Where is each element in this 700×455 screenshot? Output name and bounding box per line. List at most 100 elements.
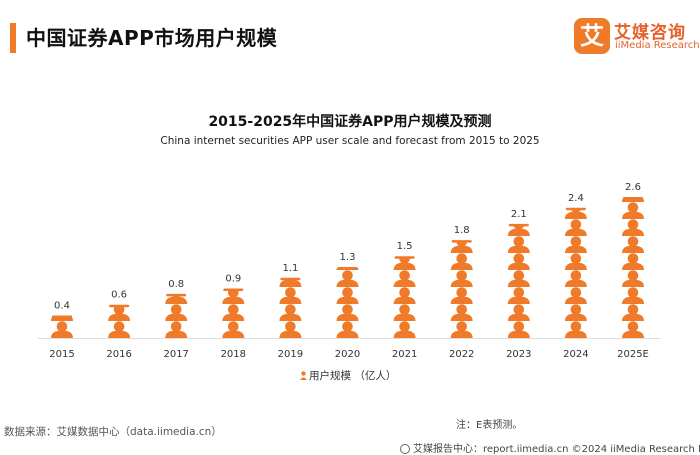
person-icon-body bbox=[336, 296, 359, 304]
bar-cap bbox=[52, 315, 72, 318]
x-tick-label: 2016 bbox=[106, 349, 131, 360]
person-icon-body bbox=[564, 228, 587, 236]
bar-2015 bbox=[51, 315, 73, 338]
person-icon-body bbox=[507, 245, 530, 253]
chart-legend: 用户规模 （亿人） bbox=[300, 368, 396, 383]
person-icon bbox=[513, 253, 525, 264]
person-icon bbox=[570, 321, 582, 332]
person-icon-body bbox=[622, 330, 644, 338]
data-label: 1.3 bbox=[340, 252, 356, 263]
person-icon-body bbox=[564, 262, 587, 270]
person-icon bbox=[513, 304, 525, 315]
data-source: 数据来源：艾媒数据中心（data.iimedia.cn） bbox=[4, 426, 222, 438]
brand-logo: 艾 艾媒咨询 iiMedia Research bbox=[574, 18, 700, 58]
person-icon-body bbox=[108, 313, 131, 321]
person-icon bbox=[399, 270, 410, 281]
globe-icon bbox=[400, 444, 410, 454]
forecast-note: 注：E表预测。 bbox=[456, 420, 523, 431]
person-icon bbox=[570, 270, 582, 281]
person-icon-body bbox=[507, 228, 530, 236]
person-icon-body bbox=[564, 330, 587, 338]
person-icon-body bbox=[507, 279, 530, 287]
chart-subtitle: China internet securities APP user scale… bbox=[160, 135, 540, 147]
person-icon bbox=[570, 219, 582, 230]
x-tick-label: 2020 bbox=[335, 349, 360, 360]
data-label: 1.1 bbox=[282, 263, 298, 274]
person-icon-body bbox=[450, 313, 473, 321]
person-icon bbox=[627, 321, 639, 332]
person-icon bbox=[627, 236, 639, 247]
bar-cap bbox=[223, 288, 244, 292]
person-icon-body bbox=[279, 296, 302, 304]
bar-2017 bbox=[165, 293, 188, 338]
person-icon-body bbox=[622, 211, 644, 219]
person-icon-body bbox=[165, 313, 188, 321]
bar-cap bbox=[337, 267, 358, 270]
person-icon-body bbox=[622, 262, 644, 270]
logo-name-cn: 艾媒咨询 bbox=[614, 23, 686, 43]
person-icon-body bbox=[393, 262, 416, 270]
person-icon-body bbox=[564, 279, 587, 287]
data-label: 0.6 bbox=[111, 290, 127, 301]
person-icon-body bbox=[393, 313, 416, 321]
person-icon bbox=[399, 257, 410, 264]
person-icon bbox=[456, 321, 468, 332]
person-icon-body bbox=[622, 296, 644, 304]
data-label: 1.5 bbox=[397, 241, 413, 252]
header-accent-bar bbox=[10, 23, 16, 53]
person-icon bbox=[570, 253, 582, 264]
person-icon bbox=[513, 270, 525, 281]
person-icon bbox=[285, 304, 296, 315]
person-icon bbox=[456, 253, 468, 264]
person-icon bbox=[627, 202, 639, 213]
person-icon bbox=[570, 208, 582, 213]
person-icon-body bbox=[450, 296, 473, 304]
person-icon-body bbox=[336, 330, 359, 338]
person-icon bbox=[456, 304, 468, 315]
person-icon bbox=[628, 170, 639, 179]
person-icon-body bbox=[622, 228, 644, 236]
bar-2025E bbox=[622, 170, 644, 338]
person-icon bbox=[228, 289, 239, 298]
bar-2021 bbox=[393, 256, 416, 338]
person-icon-body bbox=[450, 330, 473, 338]
x-tick-label: 2019 bbox=[278, 349, 303, 360]
person-icon-body bbox=[564, 211, 587, 219]
person-icon-body bbox=[450, 245, 473, 253]
person-icon-body bbox=[222, 330, 245, 338]
person-icon bbox=[513, 287, 525, 298]
bar-2016 bbox=[108, 304, 131, 338]
bar-2018 bbox=[222, 288, 245, 338]
person-icon bbox=[170, 321, 182, 332]
person-icon bbox=[399, 304, 410, 315]
person-icon bbox=[627, 219, 639, 230]
person-icon-body bbox=[622, 313, 644, 321]
bar-cap bbox=[166, 293, 187, 297]
bar-2023 bbox=[507, 223, 530, 338]
person-icon bbox=[285, 321, 296, 332]
x-tick-label: 2021 bbox=[392, 349, 417, 360]
data-label: 0.9 bbox=[225, 274, 241, 285]
person-icon-body bbox=[622, 279, 644, 287]
person-icon-body bbox=[564, 296, 587, 304]
person-icon bbox=[285, 287, 296, 298]
person-icon-body bbox=[279, 313, 302, 321]
person-icon bbox=[342, 236, 353, 247]
footer: 艾媒报告中心：report.iimedia.cn ©2024 iiMedia R… bbox=[400, 440, 700, 455]
x-tick-label: 2015 bbox=[49, 349, 74, 360]
person-icon-body bbox=[450, 262, 473, 270]
person-icon bbox=[627, 270, 639, 281]
footer-text: 艾媒报告中心：report.iimedia.cn ©2024 iiMedia R… bbox=[413, 444, 700, 455]
person-icon-body bbox=[279, 279, 302, 287]
legend-label: 用户规模 （亿人） bbox=[309, 370, 397, 382]
person-icon bbox=[627, 287, 639, 298]
person-icon bbox=[513, 321, 525, 332]
chart-title: 2015-2025年中国证券APP用户规模及预测 bbox=[208, 114, 492, 130]
person-icon-body bbox=[222, 296, 245, 304]
bar-cap bbox=[280, 277, 301, 281]
data-label: 2.4 bbox=[568, 193, 584, 204]
person-icon bbox=[399, 321, 410, 332]
person-icon bbox=[513, 236, 525, 247]
person-icon-body bbox=[507, 330, 530, 338]
person-icon-body bbox=[165, 296, 188, 304]
